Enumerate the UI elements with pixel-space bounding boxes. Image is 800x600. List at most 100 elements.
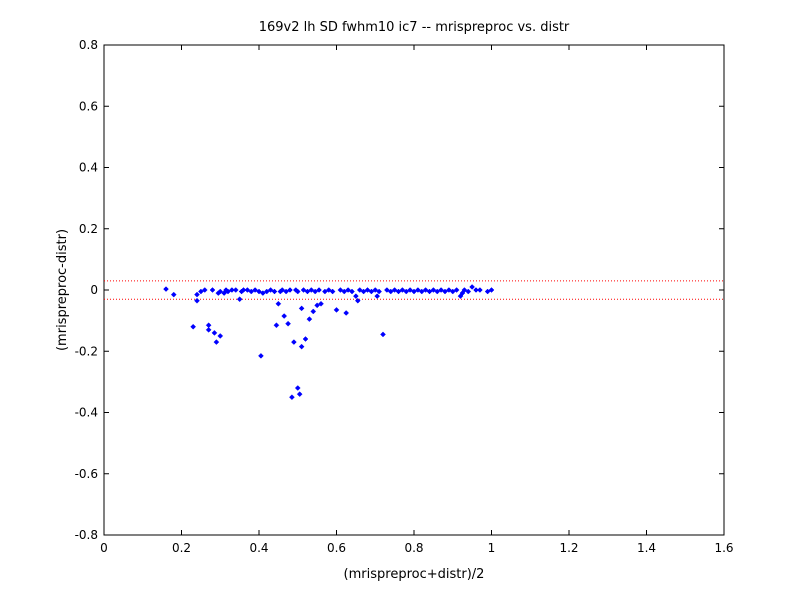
axis-ticks: 0 0.2 0.4 0.6 0.8 1 1.2 1.4 1.6 -0.8 -0.6 -0.4 -0.2 0… [75,38,734,555]
data-point [426,288,433,295]
data-point [345,287,351,293]
y-tick-label: -0.2 [75,344,98,358]
data-point [353,293,359,299]
data-point [201,287,208,293]
data-point [279,287,286,293]
data-point [308,287,315,293]
y-tick-label: 0 [90,283,98,297]
data-point [205,326,212,333]
data-point [407,287,413,293]
data-point [302,336,309,342]
data-point [415,287,421,293]
data-point [283,288,289,295]
x-tick-label: 0.6 [327,541,346,555]
data-point [289,394,295,401]
y-tick-label: 0.6 [79,99,98,113]
data-point [294,288,301,295]
data-point [281,313,288,319]
data-point [298,343,305,350]
x-tick-label: 0.2 [172,541,191,555]
data-point [273,322,280,329]
data-point [275,300,282,307]
data-point [267,287,274,293]
data-point [488,287,495,293]
data-point [461,287,468,293]
y-tick-label: -0.6 [75,467,98,481]
data-point [217,333,224,339]
data-point [343,310,350,316]
data-point [194,291,200,298]
data-point [465,288,472,295]
x-tick-label: 1.2 [559,541,578,555]
data-point [384,287,390,293]
data-point [422,287,429,293]
data-point [260,290,266,296]
data-point [256,288,262,295]
y-tick-label: 0.8 [79,38,98,52]
data-point [473,287,479,293]
data-point [232,287,239,293]
data-point [387,288,394,295]
data-point [329,288,336,295]
data-point [306,316,313,322]
y-tick-label: 0.2 [79,222,98,236]
data-point [209,287,216,293]
data-point [399,287,406,293]
x-tick-label: 0.8 [404,541,423,555]
data-point [356,287,363,293]
data-point [438,287,444,293]
data-point [163,286,169,292]
data-point [291,339,297,345]
data-point [477,287,483,293]
data-point [263,288,270,295]
data-point [298,305,305,312]
x-tick-label: 1 [488,541,496,555]
data-point [170,291,177,298]
data-point [380,331,386,338]
data-point [484,288,491,295]
data-point [446,287,452,293]
data-point [271,288,278,295]
y-axis-label: (mrispreproc-distr) [55,229,70,351]
data-point [430,287,437,293]
data-point [300,287,307,293]
data-point [418,288,425,295]
data-point [310,308,317,315]
data-point [304,288,311,295]
y-tick-label: 0.4 [79,161,98,175]
y-tick-label: -0.4 [75,406,98,420]
data-point [337,287,344,293]
data-point [333,307,340,313]
data-points [163,284,495,401]
data-point [294,385,301,391]
data-point [213,339,220,345]
data-point [434,288,441,295]
data-point [354,297,361,304]
y-tick-label: -0.8 [75,528,98,542]
data-point [411,288,417,295]
data-point [287,287,293,293]
data-point [225,288,231,295]
data-point [469,284,475,290]
x-tick-label: 0.4 [249,541,268,555]
data-point [314,302,320,309]
data-point [322,288,328,295]
data-point [229,287,235,293]
data-point [374,293,381,299]
data-point [236,296,243,303]
data-point [453,287,460,293]
data-point [395,288,402,295]
data-point [376,288,382,295]
data-point [244,287,251,293]
data-point [368,288,375,295]
data-point [217,288,224,295]
data-point [391,287,398,293]
data-point [403,288,410,295]
x-axis-label: (mrispreproc+distr)/2 [344,567,485,582]
data-point [190,323,196,330]
data-point [248,288,255,295]
x-tick-label: 0 [100,541,108,555]
data-point [198,288,204,295]
data-point [316,287,322,293]
